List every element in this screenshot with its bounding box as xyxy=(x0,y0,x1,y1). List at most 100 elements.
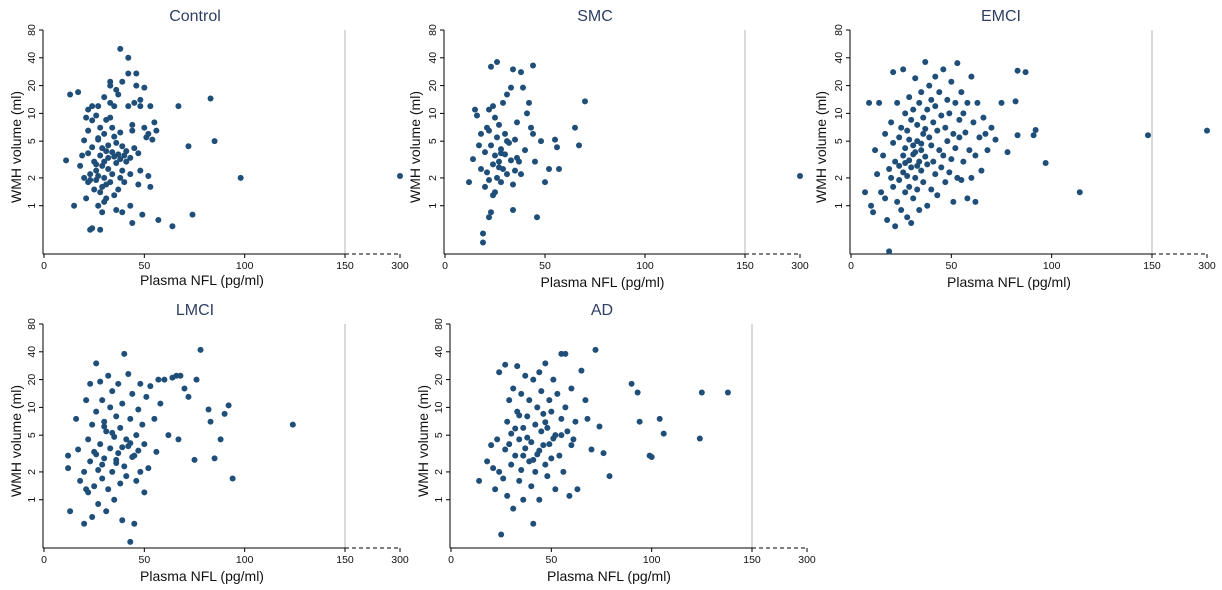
data-point xyxy=(496,121,502,128)
y-tick-label: 2 xyxy=(427,175,439,181)
data-point xyxy=(139,211,146,218)
data-point xyxy=(141,489,148,496)
data-point xyxy=(135,406,142,413)
data-point xyxy=(75,446,82,453)
x-tick-label: 0 xyxy=(448,554,454,566)
data-point xyxy=(634,389,641,396)
data-point xyxy=(926,82,933,89)
data-point xyxy=(67,508,74,515)
data-point xyxy=(484,458,491,465)
data-point xyxy=(550,435,557,442)
data-point xyxy=(111,192,118,199)
y-tick-label: 20 xyxy=(433,374,445,386)
x-tick-label: 50 xyxy=(138,260,150,272)
data-point xyxy=(89,513,96,520)
data-point xyxy=(924,106,931,113)
data-point xyxy=(127,154,134,161)
y-tick-label: 40 xyxy=(26,52,38,64)
data-point xyxy=(111,133,118,140)
data-point xyxy=(127,440,134,447)
data-point xyxy=(79,152,86,159)
data-point xyxy=(942,179,949,186)
data-point xyxy=(133,477,140,484)
data-point xyxy=(137,96,144,103)
data-point xyxy=(115,380,122,387)
data-point xyxy=(572,124,578,131)
data-point xyxy=(900,66,907,73)
data-point xyxy=(115,450,122,457)
data-point xyxy=(636,418,643,425)
data-point xyxy=(908,219,915,226)
data-point xyxy=(133,70,140,77)
x-axis-title: Plasma NFL (pg/ml) xyxy=(547,568,671,584)
data-point xyxy=(952,99,959,106)
panel-ad: AD 0 50 100 150 300 80 40 20 10 5 2 1 Plasma NFL (pg/… xyxy=(415,302,816,584)
data-point xyxy=(508,461,515,468)
data-point xyxy=(1004,149,1011,156)
data-point xyxy=(482,149,488,156)
y-tick-label: 1 xyxy=(833,203,845,209)
data-point xyxy=(175,436,182,443)
data-point xyxy=(918,140,925,147)
data-point xyxy=(504,492,511,499)
data-point xyxy=(916,99,923,106)
data-point xyxy=(494,134,500,141)
x-tick-label: 50 xyxy=(138,554,150,566)
data-point xyxy=(906,136,913,143)
data-point xyxy=(129,390,136,397)
data-point xyxy=(89,103,96,110)
data-point xyxy=(514,363,521,370)
data-point xyxy=(542,360,549,367)
data-point xyxy=(522,372,529,379)
data-point xyxy=(542,179,548,186)
data-point xyxy=(556,452,563,459)
data-point xyxy=(147,383,154,390)
data-point xyxy=(109,429,116,436)
data-point xyxy=(109,171,116,178)
data-point xyxy=(970,119,977,126)
data-point xyxy=(119,167,126,174)
data-point xyxy=(155,376,162,383)
data-point xyxy=(906,94,913,101)
data-point xyxy=(141,84,148,91)
data-point xyxy=(95,103,102,110)
data-point xyxy=(538,428,545,435)
data-point xyxy=(115,186,122,193)
data-point xyxy=(562,404,569,411)
data-point xyxy=(648,454,655,461)
data-point xyxy=(85,436,92,443)
y-tick-label: 2 xyxy=(26,175,38,181)
data-point xyxy=(902,189,909,196)
x-tick-label: 300 xyxy=(798,554,816,566)
data-point xyxy=(97,124,104,131)
data-point xyxy=(478,130,484,137)
data-point xyxy=(486,106,492,113)
y-tick-label: 10 xyxy=(427,107,439,119)
data-point xyxy=(107,179,114,186)
data-point xyxy=(924,202,931,209)
data-point xyxy=(534,214,540,221)
data-point xyxy=(940,152,947,159)
data-point xyxy=(892,158,899,165)
data-point xyxy=(568,385,575,392)
data-point xyxy=(496,158,502,165)
y-tick-label: 20 xyxy=(833,80,845,92)
data-point xyxy=(135,181,142,188)
data-point xyxy=(606,473,613,480)
data-point xyxy=(938,164,945,171)
data-point xyxy=(125,370,132,377)
panel-emci: EMCI 0 50 100 150 300 80 40 20 10 5 2 1 Plasma NFL (p… xyxy=(813,8,1216,290)
data-point xyxy=(530,62,536,69)
data-point xyxy=(105,154,112,161)
y-tick-label: 2 xyxy=(26,469,38,475)
data-point xyxy=(101,158,108,165)
data-point xyxy=(920,130,927,137)
data-point xyxy=(960,158,967,165)
panel-title: EMCI xyxy=(981,8,1021,25)
data-point xyxy=(934,127,941,134)
y-axis-title: WMH volume (ml) xyxy=(8,91,24,203)
data-point xyxy=(137,167,144,174)
data-point xyxy=(498,531,505,538)
x-tick-label: 150 xyxy=(336,260,354,272)
data-point xyxy=(113,86,120,93)
